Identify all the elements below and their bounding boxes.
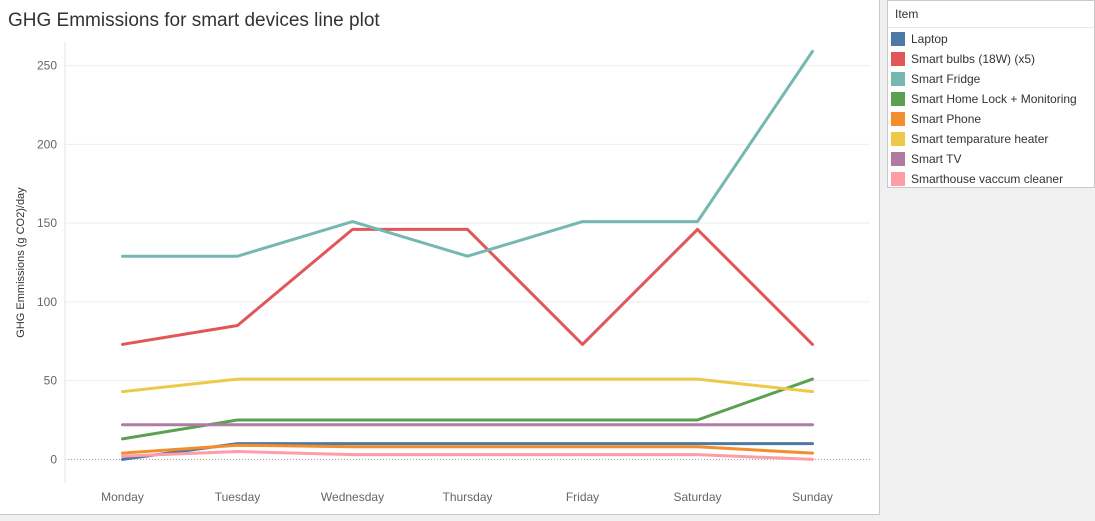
legend-swatch: [891, 32, 905, 46]
legend-label: Smarthouse vaccum cleaner: [911, 172, 1064, 186]
legend-swatch: [891, 92, 905, 106]
legend-item[interactable]: Smart bulbs (18W) (x5): [891, 50, 1035, 68]
series-line: [121, 377, 814, 394]
legend-item[interactable]: Smart Fridge: [891, 70, 980, 88]
legend-item[interactable]: Smart temparature heater: [891, 130, 1048, 148]
y-tick-label: 200: [37, 137, 57, 151]
series-line: [121, 450, 814, 461]
x-tick-label: Friday: [566, 490, 599, 504]
legend-divider: [888, 27, 1094, 28]
legend-label: Smart bulbs (18W) (x5): [911, 52, 1036, 66]
legend-item[interactable]: Smart Home Lock + Monitoring: [891, 90, 1077, 108]
series-line: [121, 49, 814, 258]
series-line: [121, 442, 814, 461]
y-tick-label: 0: [50, 452, 57, 466]
chart-title: GHG Emmissions for smart devices line pl…: [8, 10, 380, 31]
legend-label: Smart Home Lock + Monitoring: [911, 92, 1077, 106]
y-tick-label: 100: [37, 295, 57, 309]
legend-label: Smart Phone: [911, 112, 982, 126]
legend-swatch: [891, 72, 905, 86]
legend-title: Item: [895, 7, 919, 21]
x-tick-label: Monday: [101, 490, 144, 504]
legend-swatch: [891, 172, 905, 186]
legend-item[interactable]: Smart TV: [891, 150, 961, 168]
x-tick-label: Thursday: [442, 490, 492, 504]
y-axis-label: GHG Emmissions (g CO2)/day: [15, 187, 27, 338]
legend-label: Smart TV: [911, 152, 962, 166]
legend-label: Smart temparature heater: [911, 132, 1049, 146]
legend-label: Smart Fridge: [911, 72, 981, 86]
x-tick-label: Tuesday: [215, 490, 261, 504]
line-chart: 0 50 100 150 200 250 GHG Emmissions (g CO2)/da…: [15, 42, 870, 504]
y-tick-label: 150: [37, 216, 57, 230]
x-tick-label: Wednesday: [321, 490, 384, 504]
legend-item[interactable]: Laptop: [891, 30, 948, 48]
legend-item[interactable]: Smarthouse vaccum cleaner: [891, 170, 1063, 188]
x-tick-label: Saturday: [673, 490, 721, 504]
x-tick-label: Sunday: [792, 490, 833, 504]
series-line: [121, 443, 814, 455]
legend-swatch: [891, 52, 905, 66]
legend-swatch: [891, 132, 905, 146]
chart-sheet: GHG Emmissions for smart devices line pl…: [0, 0, 880, 515]
series-line: [121, 227, 814, 346]
legend-label: Laptop: [911, 32, 948, 46]
legend-item[interactable]: Smart Phone: [891, 110, 981, 128]
legend-swatch: [891, 152, 905, 166]
legend-panel: Item Laptop Smart bulbs (18W) (x5) Smart F…: [887, 0, 1095, 188]
legend-swatch: [891, 112, 905, 126]
y-tick-label: 250: [37, 59, 57, 73]
series-line: [121, 377, 814, 441]
y-tick-label: 50: [44, 374, 58, 388]
